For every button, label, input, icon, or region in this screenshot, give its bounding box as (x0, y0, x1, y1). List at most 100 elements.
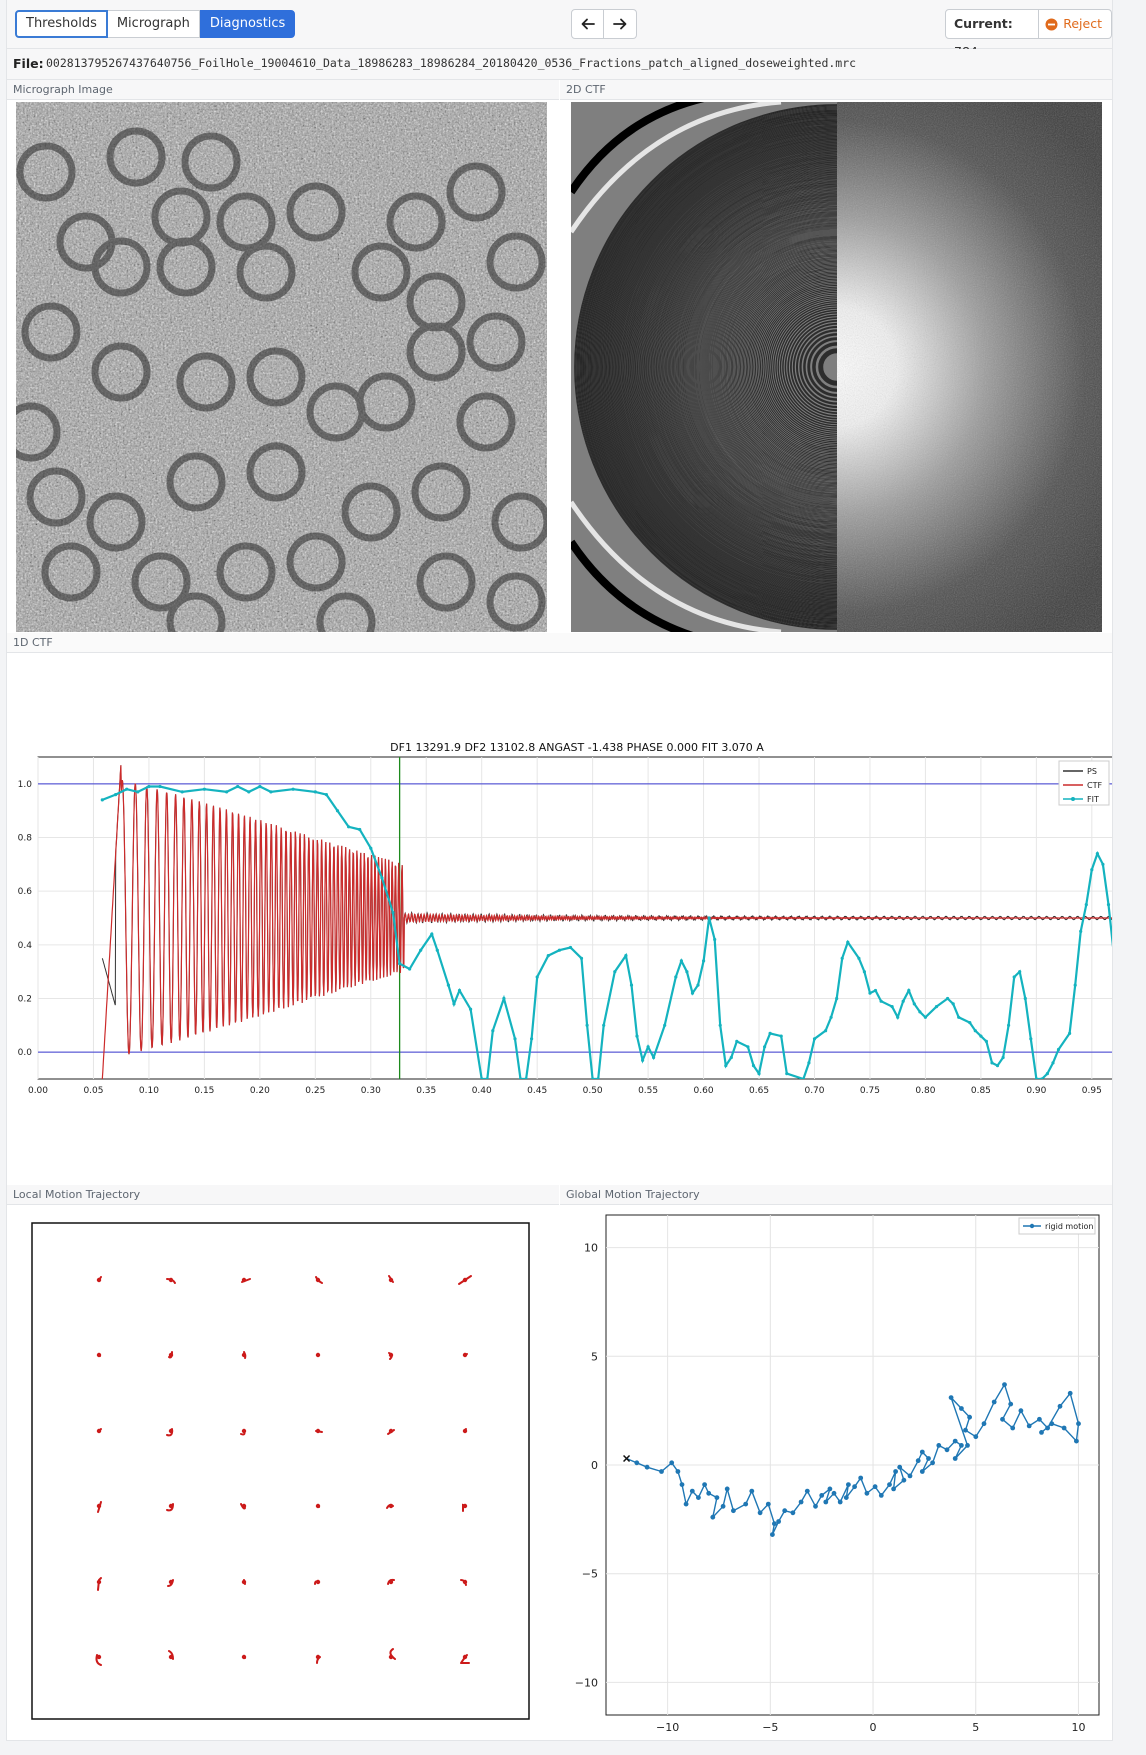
motion-track (315, 1654, 321, 1664)
global-motion-chart: −10 −10 −5 −5 0 0 5 5 10 10 rigid motion (575, 1214, 1100, 1734)
ctf-ring (718, 248, 837, 486)
ctf-ring (627, 157, 837, 577)
ctf-ring (654, 184, 837, 550)
fit-point (347, 825, 351, 829)
x-tick-label: 0.65 (749, 1086, 769, 1096)
ctf-ring (604, 134, 837, 600)
fit-point (546, 954, 550, 958)
particle (26, 467, 86, 527)
ctf-ring (636, 166, 837, 568)
fit-point (557, 948, 562, 952)
x-tick-label: 0.95 (1082, 1086, 1102, 1096)
particle (491, 492, 547, 552)
fit-point (824, 1029, 828, 1033)
motion-track (96, 1352, 102, 1358)
ctf-ring (647, 177, 837, 557)
rigid-motion-point (952, 1438, 958, 1444)
track-start-dot (241, 1277, 247, 1283)
track-start-dot (241, 1352, 247, 1358)
fit-point (801, 1077, 805, 1079)
motion-track (388, 1275, 394, 1283)
rigid-motion-point (770, 1532, 775, 1537)
ctf-ring (670, 200, 837, 534)
motion-track (462, 1428, 468, 1434)
fit-point (707, 916, 711, 920)
ctf-ring (622, 152, 837, 582)
rigid-motion-point (973, 1434, 979, 1440)
ctf-ring (599, 129, 837, 605)
ctf-ring (640, 170, 837, 564)
fit-point (674, 975, 678, 979)
motion-track (167, 1579, 174, 1587)
x-tick-label: 0.05 (83, 1086, 103, 1096)
rigid-motion-point (1002, 1382, 1007, 1387)
fit-point (835, 996, 839, 1001)
ctf-ring (676, 206, 837, 528)
tab-diagnostics[interactable]: Diagnostics (199, 10, 296, 38)
fit-point (535, 975, 539, 979)
fit-point (1079, 929, 1083, 933)
particle (341, 482, 401, 542)
ctf-ring (699, 229, 837, 505)
rigid-motion-point (981, 1421, 987, 1427)
ctf-ring (613, 143, 837, 591)
ctf-ring (646, 176, 837, 558)
particle (216, 542, 276, 602)
ctf-ring (641, 171, 837, 563)
motion-track (387, 1428, 395, 1435)
ctf-ring (644, 174, 837, 560)
arrow-left-icon (581, 18, 595, 30)
tab-micrograph[interactable]: Micrograph (107, 10, 200, 38)
reject-button[interactable]: Reject (1039, 9, 1112, 39)
ctf-ring (690, 220, 837, 514)
fit-point (912, 1002, 916, 1006)
fit-point (518, 1077, 523, 1079)
rigid-motion-point (963, 1427, 968, 1433)
fit-point (868, 991, 872, 995)
fit-point (369, 846, 373, 850)
local-motion-frame (31, 1222, 530, 1720)
fit-point (768, 1031, 772, 1035)
fit-point (1056, 1047, 1061, 1052)
ctf-1d-legend (1058, 760, 1110, 806)
fit-point (452, 1002, 456, 1006)
previous-button[interactable] (571, 9, 604, 39)
ctf-ring (744, 274, 837, 460)
ctf-ring (673, 203, 837, 531)
tab-thresholds[interactable]: Thresholds (15, 10, 108, 38)
fit-point (862, 970, 867, 974)
particle (21, 302, 81, 362)
ctf-ring (579, 109, 837, 625)
fit-point (485, 1077, 489, 1079)
rigid-motion-point (948, 1395, 954, 1400)
ctf-ring (696, 226, 837, 508)
ctf-ring (725, 255, 837, 479)
particle (411, 462, 471, 522)
track-start-dot (315, 1428, 321, 1434)
ctf-ring (610, 140, 837, 594)
particle (486, 572, 546, 632)
file-name: 002813795267437640756_FoilHole_19004610_… (46, 56, 857, 70)
motion-track (95, 1654, 102, 1666)
ctf-ring (576, 106, 837, 628)
fit-point (735, 1039, 739, 1043)
particle (166, 592, 226, 632)
rigid-motion-point (798, 1499, 804, 1505)
rigid-motion-point (776, 1519, 781, 1524)
ctf-ring (631, 161, 837, 573)
current-label: Current: (954, 16, 1013, 31)
fit-point (812, 1037, 817, 1041)
ctf-ring (659, 189, 837, 545)
rigid-motion-point (926, 1456, 931, 1461)
rigid-motion-point (837, 1499, 843, 1505)
ctf-ring (664, 194, 837, 540)
track-start-dot (168, 1277, 174, 1283)
rigid-motion-point (959, 1443, 964, 1448)
next-button[interactable] (604, 9, 637, 39)
ctf-ring (695, 225, 837, 509)
fit-point (779, 1034, 783, 1038)
ctf-ring (633, 163, 837, 571)
ctf-ring (721, 251, 837, 483)
ctf-ring (698, 228, 837, 506)
ctf-ring (645, 175, 837, 559)
